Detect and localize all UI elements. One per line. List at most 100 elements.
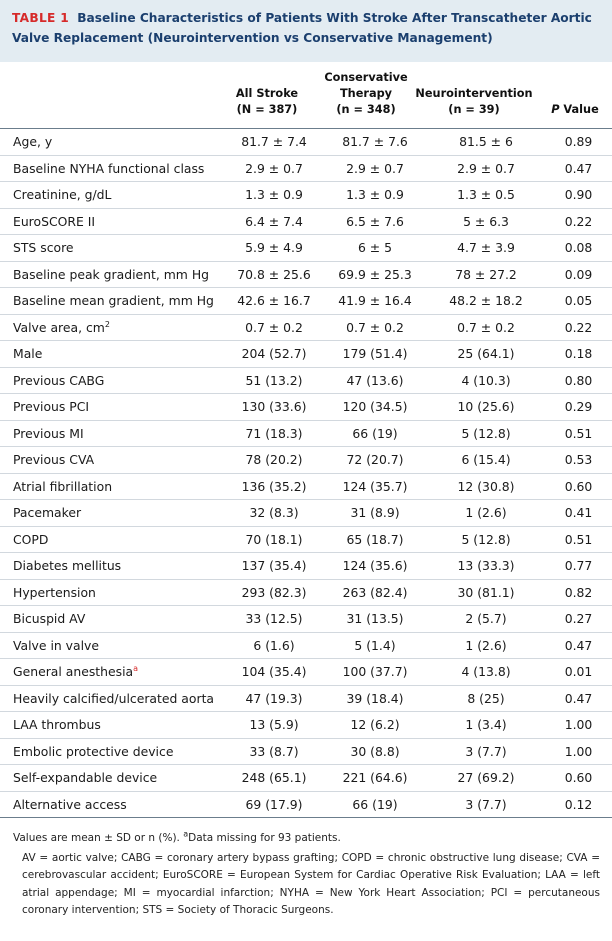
conservative-cell: 0.7 ± 0.2 [327, 314, 423, 341]
conservative-cell: 41.9 ± 16.4 [327, 287, 423, 315]
column-header-row: All Stroke (N = 387) Conservative Therap… [0, 62, 612, 129]
column-header-conservative: Conservative Therapy (n = 348) [316, 70, 416, 118]
table-row: COPD 70 (18.1) 65 (18.7) 5 (12.8) 0.51 [0, 526, 612, 553]
table-row: Male 204 (52.7) 179 (51.4) 25 (64.1) 0.18 [0, 340, 612, 368]
column-header-conservative-n: (n = 348) [336, 103, 396, 116]
row-label-text: STS score [13, 240, 74, 256]
row-label-text: Diabetes mellitus [13, 558, 122, 574]
neurointervention-cell: 3 (7.7) [423, 791, 549, 818]
p-value-cell: 0.60 [549, 473, 612, 500]
conservative-cell: 66 (19) [327, 791, 423, 818]
conservative-cell: 12 (6.2) [327, 711, 423, 739]
neurointervention-cell: 5 (12.8) [423, 526, 549, 553]
all-stroke-cell: 42.6 ± 16.7 [221, 287, 327, 315]
neurointervention-cell: 48.2 ± 18.2 [423, 287, 549, 315]
conservative-cell: 31 (13.5) [327, 605, 423, 633]
row-label-text: Pacemaker [13, 505, 82, 521]
table-row: Previous PCI 130 (33.6) 120 (34.5) 10 (25.6… [0, 393, 612, 421]
row-label: Diabetes mellitus [0, 552, 221, 580]
p-value-cell: 0.77 [549, 552, 612, 580]
all-stroke-cell: 137 (35.4) [221, 552, 327, 580]
all-stroke-cell: 33 (12.5) [221, 605, 327, 633]
baseline-characteristics-table: Age, y 81.7 ± 7.4 81.7 ± 7.6 81.5 ± 6 0.89 Ba… [0, 129, 612, 818]
column-header-all-stroke: All Stroke (N = 387) [214, 86, 320, 118]
row-label-text: Previous CVA [13, 452, 95, 468]
all-stroke-cell: 1.3 ± 0.9 [221, 181, 327, 209]
neurointervention-cell: 5 ± 6.3 [423, 208, 549, 235]
neurointervention-cell: 27 (69.2) [423, 764, 549, 792]
row-label-text: Atrial fibrillation [13, 478, 113, 494]
row-label: Self-expandable device [0, 764, 221, 792]
table-row: Hypertension 293 (82.3) 263 (82.4) 30 (81.1… [0, 579, 612, 606]
row-label: Hypertension [0, 579, 221, 606]
table-row: Previous CABG 51 (13.2) 47 (13.6) 4 (10.3) 0… [0, 367, 612, 394]
p-value-cell: 0.22 [549, 208, 612, 235]
row-label-text: Baseline peak gradient, mm Hg [13, 266, 209, 282]
row-label-text: Male [13, 346, 43, 362]
row-label: Age, y [0, 129, 221, 156]
conservative-cell: 100 (37.7) [327, 658, 423, 686]
conservative-cell: 124 (35.6) [327, 552, 423, 580]
table-row: Creatinine, g/dL 1.3 ± 0.9 1.3 ± 0.9 1.3 ± … [0, 181, 612, 209]
footnote-reference: a [133, 664, 139, 674]
neurointervention-cell: 6 (15.4) [423, 446, 549, 474]
table-row: General anesthesiaa 104 (35.4) 100 (37.7) 4… [0, 658, 612, 686]
row-label: Previous MI [0, 420, 221, 447]
all-stroke-cell: 71 (18.3) [221, 420, 327, 447]
column-header-neurointervention-title: Neurointervention [415, 87, 533, 100]
neurointervention-cell: 1 (2.6) [423, 632, 549, 659]
p-value-cell: 0.18 [549, 340, 612, 368]
conservative-cell: 30 (8.8) [327, 738, 423, 765]
table-row: Self-expandable device 248 (65.1) 221 (64.… [0, 764, 612, 792]
row-label: Valve area, cm2 [0, 314, 221, 341]
column-header-p-italic: P [551, 103, 560, 116]
row-label: LAA thrombus [0, 711, 221, 739]
all-stroke-cell: 51 (13.2) [221, 367, 327, 394]
conservative-cell: 69.9 ± 25.3 [327, 261, 423, 288]
column-header-conservative-title-1: Conservative [324, 71, 408, 84]
conservative-cell: 72 (20.7) [327, 446, 423, 474]
row-label-text: Valve in valve [13, 637, 100, 653]
neurointervention-cell: 30 (81.1) [423, 579, 549, 606]
unit-superscript: 2 [104, 319, 110, 329]
column-header-all-stroke-n: (N = 387) [236, 103, 298, 116]
p-value-cell: 0.89 [549, 129, 612, 156]
table-row: Previous MI 71 (18.3) 66 (19) 5 (12.8) 0.51 [0, 420, 612, 447]
table-row: Baseline NYHA functional class 2.9 ± 0.7 2… [0, 155, 612, 182]
row-label: Alternative access [0, 791, 221, 818]
row-label-text: Alternative access [13, 796, 127, 812]
neurointervention-cell: 2.9 ± 0.7 [423, 155, 549, 182]
all-stroke-cell: 70 (18.1) [221, 526, 327, 553]
table-row: Pacemaker 32 (8.3) 31 (8.9) 1 (2.6) 0.41 [0, 499, 612, 527]
row-label-text: COPD [13, 531, 49, 547]
row-label-text: Baseline NYHA functional class [13, 160, 205, 176]
table-row: Atrial fibrillation 136 (35.2) 124 (35.7) 1… [0, 473, 612, 500]
row-label: Bicuspid AV [0, 605, 221, 633]
row-label-text: Hypertension [13, 584, 96, 600]
all-stroke-cell: 69 (17.9) [221, 791, 327, 818]
neurointervention-cell: 3 (7.7) [423, 738, 549, 765]
conservative-cell: 66 (19) [327, 420, 423, 447]
row-label: General anesthesiaa [0, 658, 221, 686]
all-stroke-cell: 0.7 ± 0.2 [221, 314, 327, 341]
footnote-values: Values are mean ± SD or n (%). aData mis… [13, 830, 600, 848]
row-label: COPD [0, 526, 221, 553]
row-label: Embolic protective device [0, 738, 221, 765]
conservative-cell: 2.9 ± 0.7 [327, 155, 423, 182]
row-label: Valve in valve [0, 632, 221, 659]
all-stroke-cell: 13 (5.9) [221, 711, 327, 739]
neurointervention-cell: 10 (25.6) [423, 393, 549, 421]
column-header-p-value: P Value [540, 102, 610, 118]
row-label-text: Previous MI [13, 425, 84, 441]
p-value-cell: 0.08 [549, 234, 612, 262]
row-label-text: Baseline mean gradient, mm Hg [13, 293, 214, 309]
row-label-text: Self-expandable device [13, 770, 158, 786]
footnote-values-text: Values are mean ± SD or n (%). [13, 832, 184, 844]
neurointervention-cell: 0.7 ± 0.2 [423, 314, 549, 341]
p-value-cell: 1.00 [549, 711, 612, 739]
row-label-text: Bicuspid AV [13, 611, 86, 627]
all-stroke-cell: 78 (20.2) [221, 446, 327, 474]
p-value-cell: 0.27 [549, 605, 612, 633]
neurointervention-cell: 1 (2.6) [423, 499, 549, 527]
conservative-cell: 5 (1.4) [327, 632, 423, 659]
